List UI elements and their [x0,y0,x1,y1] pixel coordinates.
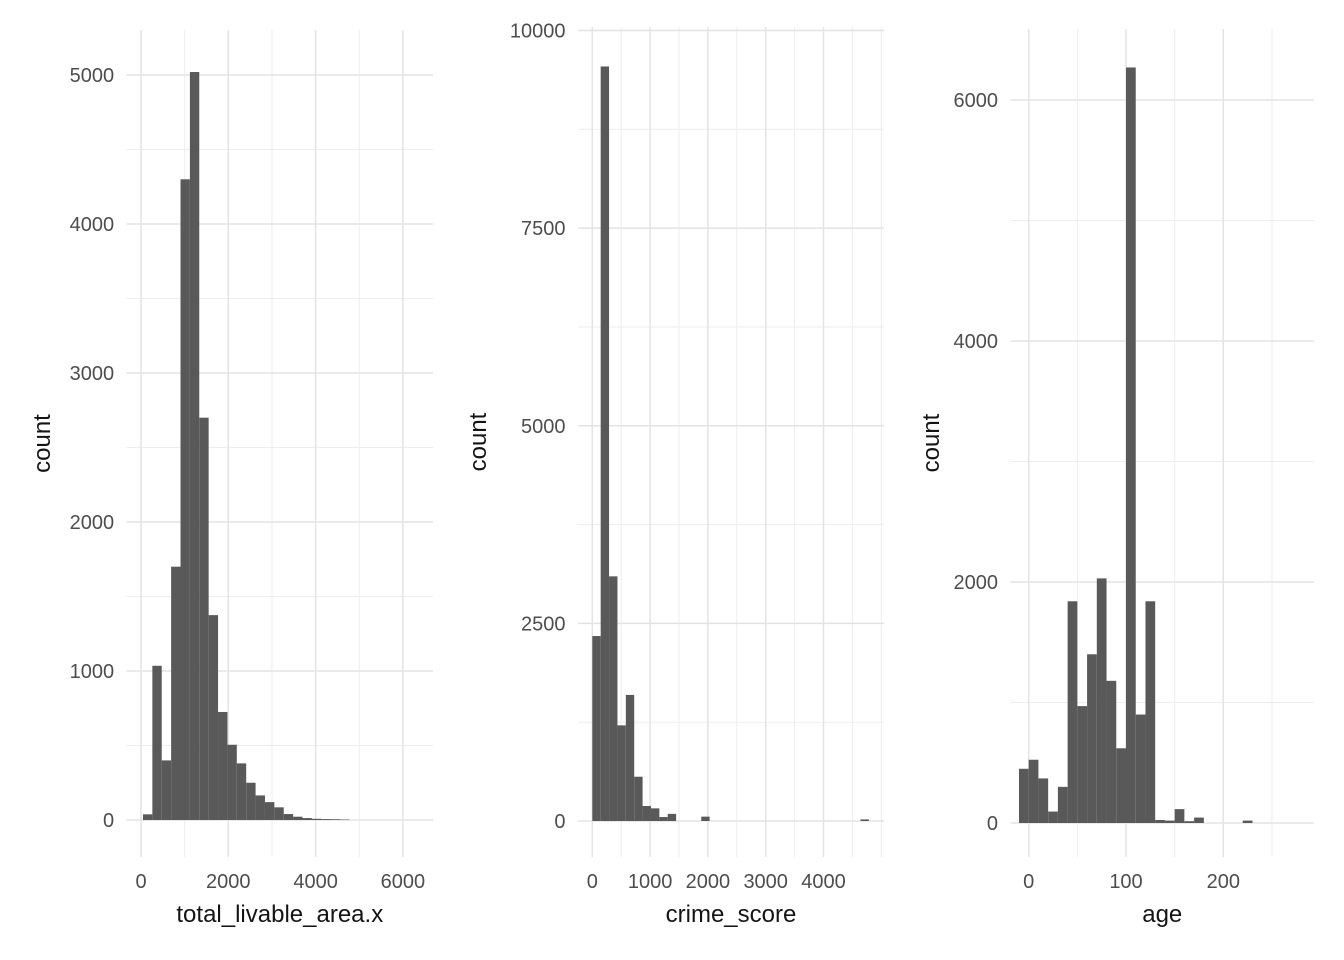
y-tick-label: 10000 [510,21,566,43]
x-tick-label: 4000 [293,871,338,893]
y-tick-label: 4000 [954,331,999,353]
y-axis-title: count [29,414,56,473]
histogram-bar [1038,778,1049,823]
histogram-bar [321,819,331,820]
histogram-bar [218,711,228,820]
panel-total-livable-area-histogram: 0 1000 2000 3000 4000 5000 0 2000 4000 6000 total_… [29,30,433,928]
histogram-bar [617,725,626,821]
histogram-bar [1077,706,1088,823]
histogram-bar [180,179,190,821]
histogram-bar [227,744,237,820]
x-tick-label: 2000 [686,871,731,893]
y-tick-label: 2000 [70,512,115,534]
panel-age-histogram: 0 2000 4000 6000 0 100 200 age count [918,29,1314,928]
histogram-bar [264,802,275,820]
y-tick-label: 3000 [70,363,115,385]
x-tick-label: 1000 [628,871,673,893]
histogram-bar [189,72,200,820]
histogram-bar [199,417,209,820]
x-tick-label: 100 [1109,871,1142,893]
x-axis-title: crime_score [666,901,797,928]
histogram-bar [600,66,610,821]
histogram-bar [1067,601,1078,823]
histogram-bar [701,816,710,821]
y-tick-label: 0 [103,810,114,832]
histogram-bar [302,818,312,820]
histogram-bar [161,760,172,820]
x-axis-title: age [1142,901,1182,928]
histogram-bar [1048,811,1058,823]
y-axis-title: count [465,412,492,471]
histogram-bar [642,805,651,821]
histogram-bar [609,576,618,821]
y-tick-label: 5000 [521,416,566,438]
histogram-bar [1145,601,1156,823]
histogram-bar [1028,759,1039,823]
histogram-bar [650,808,660,821]
histogram-bar [1194,817,1204,823]
histogram-bar [142,814,153,820]
y-tick-label: 5000 [70,65,115,87]
y-tick-label: 0 [987,813,998,835]
histogram-bar [659,817,668,821]
x-tick-label: 0 [1023,871,1034,893]
histogram-bar [1106,680,1117,823]
histogram-bar [667,813,677,821]
x-tick-label: 2000 [206,871,251,893]
x-axis-title: total_livable_area.x [176,901,383,928]
histogram-bar [1184,821,1195,823]
histogram-bar [1135,714,1146,823]
histogram-bar [152,665,162,820]
histogram-bar [1155,819,1165,823]
histogram-bar [255,795,265,820]
histogram-bar [1087,654,1097,823]
histogram-bar [274,807,284,820]
histogram-bar [171,566,181,820]
y-tick-label: 0 [554,811,565,833]
y-tick-label: 6000 [954,90,999,112]
histogram-bar [860,819,869,821]
histogram-bar [592,636,601,821]
panel-crime-score-histogram: 0 2500 5000 7500 10000 0 1000 2000 3000 4000crime… [465,21,884,928]
histogram-bar [1126,67,1136,824]
histogram-bar [634,776,643,821]
x-tick-label: 0 [587,871,598,893]
histogram-bar [625,694,635,821]
histogram-bar [246,782,256,820]
histogram-bar [1057,786,1068,823]
histogram-bar [1018,768,1029,823]
histogram-bar [208,615,219,820]
histogram-bar [1116,748,1126,823]
y-tick-label: 7500 [521,218,566,240]
x-tick-label: 6000 [381,871,426,893]
histogram-bar [1174,809,1185,823]
x-tick-label: 4000 [801,871,846,893]
x-tick-label: 0 [135,871,146,893]
histogram-bar [311,818,322,820]
y-axis-title: count [918,413,945,472]
histogram-bar [1242,820,1253,823]
x-tick-label: 3000 [743,871,788,893]
y-tick-label: 2000 [954,572,999,594]
x-tick-label: 200 [1207,871,1240,893]
histogram-bar [330,819,341,820]
y-tick-label: 1000 [70,661,115,683]
histogram-bar [236,763,247,820]
histogram-bar [1096,578,1107,823]
histogram-bar [283,814,294,820]
histogram-bar [1164,820,1175,823]
y-tick-label: 2500 [521,613,566,635]
y-tick-label: 4000 [70,214,115,236]
histogram-bar [293,816,303,820]
